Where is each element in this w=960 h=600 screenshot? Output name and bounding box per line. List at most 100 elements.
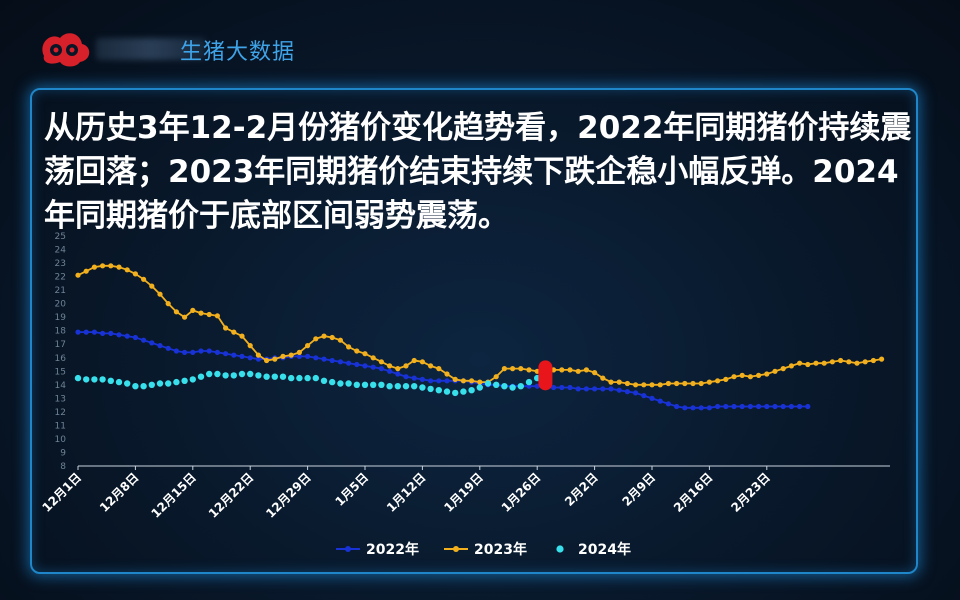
series-1-point — [403, 363, 409, 369]
series-2-point — [173, 378, 180, 386]
series-0-point — [313, 355, 319, 361]
series-2-point — [452, 389, 459, 397]
series-0-point — [600, 386, 606, 392]
series-1-point — [715, 378, 721, 384]
series-0-point — [247, 355, 253, 361]
y-tick-label: 17 — [55, 340, 66, 350]
series-1-point — [124, 267, 130, 273]
series-1-point — [493, 374, 499, 380]
series-1-point — [395, 366, 401, 372]
y-tick-label: 25 — [55, 232, 66, 242]
series-1-point — [75, 272, 81, 278]
series-2-point — [517, 383, 524, 390]
series-2-point — [247, 370, 254, 378]
series-2-point — [91, 376, 98, 383]
series-1-point — [387, 363, 393, 369]
series-1-point — [829, 359, 836, 365]
series-2-point — [156, 380, 164, 387]
series-2-point — [83, 376, 90, 383]
x-tick-label: 1月12日 — [384, 470, 429, 515]
series-1-point — [116, 264, 122, 270]
series-2-point — [353, 381, 360, 388]
series-0-point — [780, 403, 786, 410]
legend-label: 2022年 — [366, 541, 419, 558]
series-2-point — [230, 372, 237, 379]
series-0-point — [354, 361, 360, 368]
y-tick-label: 12 — [55, 408, 66, 418]
series-2-point — [419, 384, 426, 391]
x-tick-label: 2月9日 — [619, 470, 658, 509]
series-1-point — [198, 310, 204, 316]
series-1-point — [313, 336, 319, 342]
series-1-point — [723, 376, 729, 382]
series-0-point — [91, 329, 97, 335]
series-0-point — [805, 403, 811, 410]
y-tick-label: 21 — [55, 286, 66, 296]
series-2-point — [197, 373, 205, 380]
series-2-point — [468, 387, 475, 394]
series-1-point — [157, 291, 163, 297]
series-0-point — [764, 403, 770, 410]
series-0-point — [296, 353, 302, 359]
series-1-point — [378, 359, 384, 365]
series-0-point — [83, 329, 89, 335]
series-2-point — [214, 370, 221, 378]
series-0-point — [362, 363, 368, 369]
series-1-point — [854, 360, 860, 366]
series-0-point — [419, 376, 425, 382]
series-1-point — [108, 263, 114, 269]
headline-text: 从历史3年12-2月份猪价变化趋势看，2022年同期猪价持续震荡回落；2023年… — [44, 110, 912, 234]
series-2-point — [386, 383, 393, 390]
series-0-point — [387, 368, 393, 374]
series-1-point — [165, 301, 171, 307]
x-tick-label: 12月1日 — [40, 470, 85, 515]
series-1-point — [239, 333, 245, 339]
brand-title: 生猪大数据 — [180, 40, 296, 65]
series-0-point — [411, 375, 417, 381]
series-1-point — [370, 355, 376, 361]
series-1-point — [682, 380, 688, 387]
series-2-point — [476, 384, 483, 391]
series-0-point — [346, 360, 352, 366]
series-2-point — [288, 374, 295, 382]
y-tick-label: 11 — [55, 421, 66, 431]
series-1-point — [264, 357, 270, 364]
series-1-point — [296, 349, 302, 355]
series-2-point — [279, 373, 287, 380]
series-2-point — [525, 378, 533, 386]
series-0-point — [592, 386, 598, 392]
series-0-point — [124, 333, 130, 339]
series-0-point — [583, 386, 590, 392]
series-1-point — [190, 307, 196, 313]
y-tick-label: 14 — [55, 381, 67, 391]
series-0-point — [329, 357, 335, 364]
series-0-point — [706, 405, 713, 411]
series-0-point — [108, 330, 114, 336]
series-0-point — [797, 403, 803, 410]
series-2-point — [222, 372, 229, 379]
series-1-point — [362, 351, 368, 357]
series-1-point — [255, 352, 261, 358]
series-2-point — [148, 381, 155, 388]
series-1-point — [436, 366, 442, 372]
series-2-point — [460, 388, 467, 395]
series-2-point — [132, 383, 139, 390]
series-2-point — [238, 370, 246, 378]
content-frame — [30, 88, 918, 574]
series-0-point — [715, 403, 721, 410]
series-1-point — [149, 283, 155, 289]
series-2-point — [206, 370, 213, 378]
x-tick-label: 12月8日 — [97, 470, 142, 515]
series-1-point — [633, 382, 639, 388]
series-1-point — [214, 313, 220, 319]
series-1-point — [100, 263, 106, 269]
y-tick-label: 8 — [60, 462, 66, 472]
y-tick-label: 23 — [55, 259, 66, 269]
series-1-point — [690, 380, 696, 387]
x-tick-label: 2月16日 — [671, 470, 716, 515]
series-0-point — [223, 351, 229, 357]
series-0-point — [378, 366, 384, 372]
legend-swatch-dot — [556, 545, 564, 553]
series-1-point — [747, 374, 754, 380]
series-0-point — [231, 352, 237, 358]
